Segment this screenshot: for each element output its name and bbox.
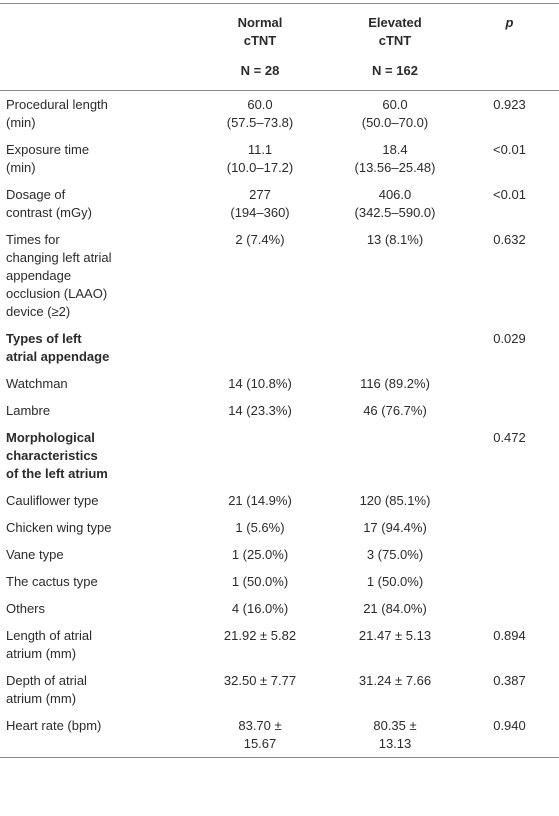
table-row: Chicken wing type 1 (5.6%) 17 (94.4%) bbox=[0, 514, 559, 541]
column-n: N = 28 bbox=[240, 63, 280, 78]
cell-elevated: 3 (75.0%) bbox=[366, 547, 424, 562]
table-row: Dosage of contrast (mGy) 277 (194–360) 406… bbox=[0, 181, 559, 226]
empty-cell bbox=[460, 568, 559, 595]
cell-elevated: 31.24 ± 7.66 bbox=[358, 673, 432, 688]
cell-elevated: 120 (85.1%) bbox=[359, 493, 431, 508]
table-row: Vane type 1 (25.0%) 3 (75.0%) bbox=[0, 541, 559, 568]
table-row: Depth of atrial atrium (mm) 32.50 ± 7.77 3… bbox=[0, 667, 559, 712]
cell-elevated: 116 (89.2%) bbox=[360, 376, 430, 391]
cell-normal: 14 (10.8%) bbox=[228, 376, 292, 391]
cell-elevated: 46 (76.7%) bbox=[363, 403, 427, 418]
column-name: Normal cTNT bbox=[237, 15, 283, 48]
row-label: Exposure time (min) bbox=[6, 142, 90, 175]
row-label: Times for changing left atrial appendage… bbox=[6, 232, 112, 319]
cell-elevated: 21 (84.0%) bbox=[363, 601, 427, 616]
cell-p: 0.940 bbox=[493, 718, 526, 733]
row-label: Morphological characteristics of the lef… bbox=[6, 430, 108, 481]
empty-cell bbox=[460, 397, 559, 424]
cell-normal: 4 (16.0%) bbox=[231, 601, 289, 616]
cell-normal: 60.0 (57.5–73.8) bbox=[226, 97, 294, 130]
table-body: Procedural length (min) 60.0 (57.5–73.8) 6… bbox=[0, 91, 559, 758]
cell-normal: 2 (7.4%) bbox=[235, 232, 285, 247]
row-label: Heart rate (bpm) bbox=[6, 718, 102, 733]
table-header: Normal cTNT N = 28 Elevated cTNT N = 162 p bbox=[0, 3, 559, 91]
empty-cell bbox=[460, 595, 559, 622]
column-name: p bbox=[505, 15, 514, 30]
cell-elevated: 60.0 (50.0–70.0) bbox=[361, 97, 429, 130]
cell-normal: 1 (5.6%) bbox=[235, 520, 285, 535]
cell-p: <0.01 bbox=[493, 142, 526, 157]
table-row: Morphological characteristics of the lef… bbox=[0, 424, 559, 487]
empty-cell bbox=[330, 325, 460, 370]
table-row: Exposure time (min) 11.1 (10.0–17.2) 18.4 … bbox=[0, 136, 559, 181]
cell-normal: 14 (23.3%) bbox=[228, 403, 292, 418]
cell-p: 0.387 bbox=[493, 673, 526, 688]
row-label: Others bbox=[6, 601, 46, 616]
cell-elevated: 1 (50.0%) bbox=[366, 574, 424, 589]
cell-elevated: 13 (8.1%) bbox=[366, 232, 424, 247]
cell-normal: 11.1 (10.0–17.2) bbox=[226, 142, 294, 175]
table-row: Heart rate (bpm) 83.70 ± 15.67 80.35 ± 13.… bbox=[0, 712, 559, 758]
header-cell bbox=[0, 4, 190, 91]
empty-cell bbox=[460, 370, 559, 397]
row-label: Dosage of contrast (mGy) bbox=[6, 187, 92, 220]
data-table: Normal cTNT N = 28 Elevated cTNT N = 162 p P… bbox=[0, 3, 559, 758]
row-label: Watchman bbox=[6, 376, 68, 391]
header-cell: p bbox=[460, 4, 559, 91]
table-row: Lambre 14 (23.3%) 46 (76.7%) bbox=[0, 397, 559, 424]
cell-elevated: 17 (94.4%) bbox=[363, 520, 427, 535]
cell-normal: 1 (50.0%) bbox=[231, 574, 289, 589]
column-name: Elevated cTNT bbox=[368, 15, 422, 48]
cell-p: 0.923 bbox=[493, 97, 526, 112]
empty-cell bbox=[460, 487, 559, 514]
empty-cell bbox=[460, 514, 559, 541]
cell-normal: 21 (14.9%) bbox=[228, 493, 292, 508]
row-label: The cactus type bbox=[6, 574, 98, 589]
cell-normal: 32.50 ± 7.77 bbox=[223, 673, 297, 688]
table-row: Others 4 (16.0%) 21 (84.0%) bbox=[0, 595, 559, 622]
row-label: Chicken wing type bbox=[6, 520, 112, 535]
cell-elevated: 21.47 ± 5.13 bbox=[358, 628, 432, 643]
empty-cell bbox=[460, 541, 559, 568]
row-label: Cauliflower type bbox=[6, 493, 99, 508]
cell-p: 0.029 bbox=[493, 331, 526, 346]
empty-cell bbox=[190, 424, 330, 487]
cell-p: 0.632 bbox=[493, 232, 526, 247]
cell-elevated: 18.4 (13.56–25.48) bbox=[354, 142, 436, 175]
row-label: Length of atrial atrium (mm) bbox=[6, 628, 93, 661]
header-row: Normal cTNT N = 28 Elevated cTNT N = 162 p bbox=[0, 3, 559, 91]
cell-p: <0.01 bbox=[493, 187, 526, 202]
table-row: Watchman 14 (10.8%) 116 (89.2%) bbox=[0, 370, 559, 397]
table-row: Procedural length (min) 60.0 (57.5–73.8) 6… bbox=[0, 91, 559, 137]
row-label: Depth of atrial atrium (mm) bbox=[6, 673, 87, 706]
table-row: Times for changing left atrial appendage… bbox=[0, 226, 559, 325]
cell-normal: 83.70 ± 15.67 bbox=[238, 718, 282, 751]
row-label: Procedural length (min) bbox=[6, 97, 108, 130]
table-row: The cactus type 1 (50.0%) 1 (50.0%) bbox=[0, 568, 559, 595]
row-label: Vane type bbox=[6, 547, 64, 562]
page: {"table": { "columns": [ {"name": "Norma… bbox=[0, 3, 559, 816]
header-cell: Elevated cTNT N = 162 bbox=[330, 4, 460, 91]
empty-cell bbox=[190, 325, 330, 370]
cell-normal: 277 (194–360) bbox=[230, 187, 290, 220]
row-label: Types of left atrial appendage bbox=[6, 331, 110, 364]
table-row: Types of left atrial appendage 0.029 bbox=[0, 325, 559, 370]
cell-p: 0.894 bbox=[493, 628, 526, 643]
cell-p: 0.472 bbox=[493, 430, 526, 445]
table-row: Length of atrial atrium (mm) 21.92 ± 5.82… bbox=[0, 622, 559, 667]
cell-normal: 1 (25.0%) bbox=[231, 547, 289, 562]
empty-cell bbox=[330, 424, 460, 487]
cell-elevated: 406.0 (342.5–590.0) bbox=[354, 187, 436, 220]
cell-normal: 21.92 ± 5.82 bbox=[223, 628, 297, 643]
header-cell: Normal cTNT N = 28 bbox=[190, 4, 330, 91]
row-label: Lambre bbox=[6, 403, 51, 418]
column-n: N = 162 bbox=[372, 63, 418, 78]
table-row: Cauliflower type 21 (14.9%) 120 (85.1%) bbox=[0, 487, 559, 514]
cell-elevated: 80.35 ± 13.13 bbox=[373, 718, 417, 751]
